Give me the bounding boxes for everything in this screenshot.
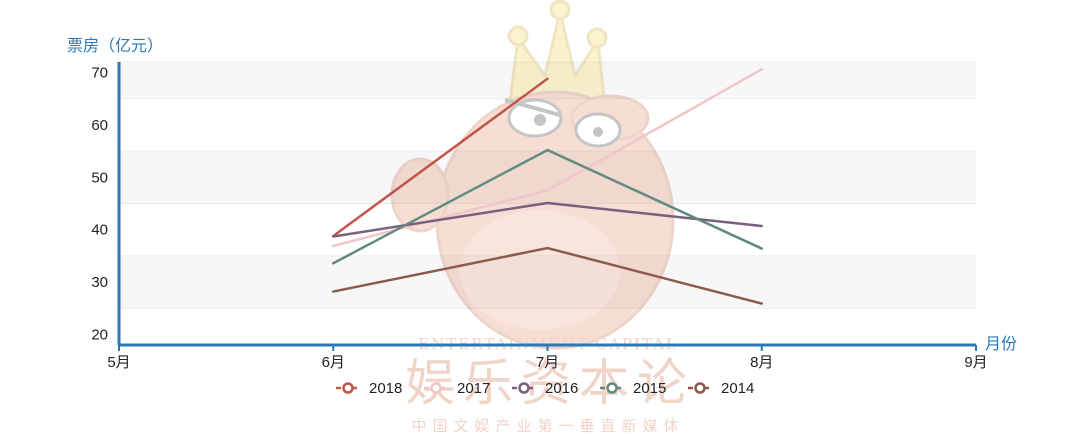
y-tick-label: 70	[91, 64, 108, 81]
axes: 20 30 40 50 60 70 5月 6月 7月 8月 9月	[91, 62, 988, 371]
grid-band	[119, 151, 976, 204]
series-lines	[332, 68, 763, 305]
y-tick-label: 20	[91, 327, 108, 344]
legend-label: 2015	[633, 380, 666, 397]
legend-label: 2014	[721, 380, 754, 397]
watermark-tagline: 中国文娱产业第一垂直新媒体	[411, 417, 684, 434]
legend-item-2016[interactable]: 2016	[512, 380, 578, 397]
grid-band	[119, 62, 976, 99]
y-tick-label: 50	[91, 169, 108, 186]
x-tick-label: 9月	[964, 354, 987, 371]
series-line-2017	[332, 68, 763, 248]
legend-item-2014[interactable]: 2014	[688, 380, 754, 397]
x-tick-label: 8月	[750, 354, 773, 371]
legend-item-2018[interactable]: 2018	[336, 380, 402, 397]
y-tick-label: 30	[91, 274, 108, 291]
legend-item-2017[interactable]: 2017	[424, 380, 490, 397]
legend-swatch-marker	[342, 382, 354, 394]
grid-band	[119, 98, 976, 152]
grid-band	[119, 255, 976, 309]
y-tick-label: 60	[91, 117, 108, 134]
legend-label: 2016	[545, 380, 578, 397]
legend-item-2015[interactable]: 2015	[600, 380, 666, 397]
y-axis-title: 票房（亿元）	[67, 37, 163, 55]
x-tick-label: 7月	[536, 354, 559, 371]
legend-swatch-marker	[518, 382, 530, 394]
legend-label: 2017	[457, 380, 490, 397]
legend-swatch-marker	[430, 382, 442, 394]
x-tick-label: 6月	[322, 354, 345, 371]
x-tick-label: 5月	[107, 354, 130, 371]
legend: 2018 2017 2016 2015 2014	[336, 380, 754, 397]
legend-swatch-marker	[606, 382, 618, 394]
y-tick-label: 40	[91, 222, 108, 239]
series-line-2014	[332, 246, 763, 305]
series-line-2018	[332, 77, 549, 238]
x-axis-title: 月份	[985, 335, 1017, 353]
grid-bands	[119, 61, 976, 346]
watermark-brand: 娱乐资本论	[405, 354, 695, 412]
grid-band	[119, 308, 976, 345]
legend-swatch-marker	[694, 382, 706, 394]
legend-label: 2018	[369, 380, 402, 397]
series-line-2015	[332, 148, 763, 265]
